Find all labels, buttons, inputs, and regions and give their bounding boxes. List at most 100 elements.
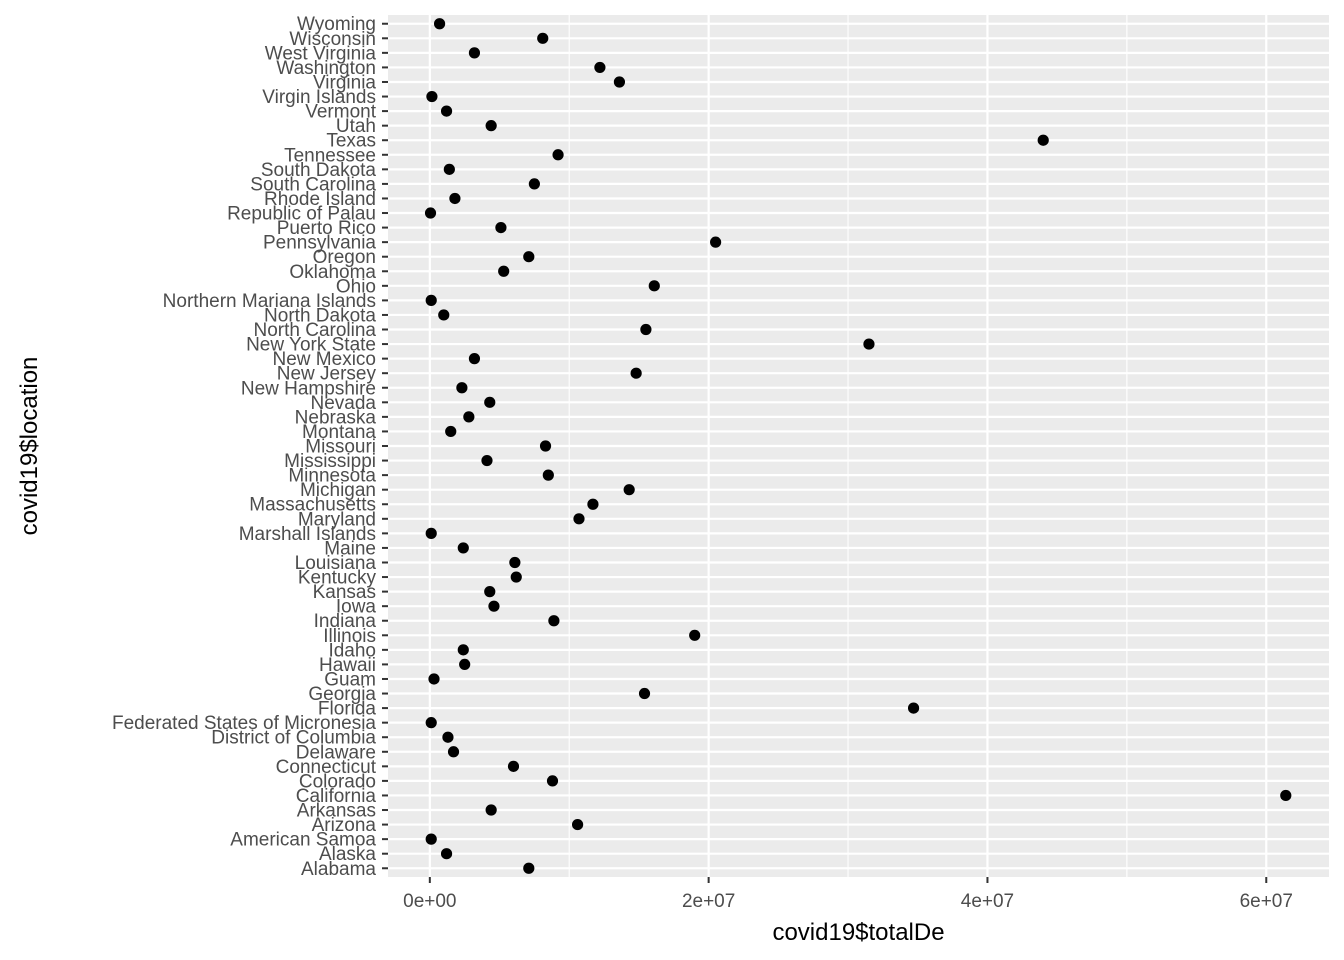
y-tick-label: Michigan (300, 480, 376, 501)
y-tick-label: Virgin Islands (262, 87, 376, 108)
y-tick-label: New Jersey (277, 364, 377, 385)
y-tick-label: Kansas (313, 582, 376, 603)
y-tick-label: Montana (302, 422, 376, 443)
y-tick-label: Nebraska (295, 407, 377, 428)
data-point (481, 454, 493, 467)
y-tick-label: Wyoming (297, 14, 376, 35)
data-point (443, 163, 455, 175)
data-point (484, 396, 496, 408)
y-tick-label: Indiana (314, 611, 377, 632)
data-point (424, 207, 437, 219)
data-point (587, 498, 599, 510)
x-tick-label: 0e+00 (403, 891, 456, 912)
y-tick-label: Massachusetts (249, 495, 376, 516)
data-point (509, 556, 521, 569)
y-tick-label: Ohio (336, 276, 376, 297)
y-tick-label: Colorado (299, 771, 376, 792)
y-tick-label: Maine (324, 538, 376, 559)
data-point (594, 61, 606, 74)
y-tick-label: Illinois (323, 626, 376, 647)
data-point (507, 760, 520, 772)
y-tick-label: Texas (326, 131, 376, 152)
data-point (907, 702, 920, 714)
y-tick-label: Minnesota (288, 466, 376, 487)
data-point (648, 280, 660, 292)
data-point (425, 717, 437, 729)
y-tick-label: Pennsylvania (263, 233, 376, 254)
grid-lines (388, 15, 1329, 877)
y-tick-label: South Dakota (261, 160, 377, 181)
y-tick-label: Marshall Islands (239, 524, 376, 545)
y-tick-label: Rhode Island (264, 189, 376, 210)
y-tick-label: Missouri (305, 437, 376, 458)
data-point (468, 47, 481, 59)
data-point (457, 644, 469, 656)
y-tick-label: Idaho (328, 640, 376, 661)
data-point (425, 294, 437, 306)
data-point (433, 18, 446, 30)
data-point (449, 192, 461, 205)
y-tick-label: Georgia (308, 684, 376, 705)
data-point (710, 236, 722, 248)
data-point (456, 382, 468, 394)
y-tick-label: Delaware (296, 742, 376, 763)
data-point (459, 658, 471, 671)
data-point (640, 323, 652, 336)
data-point (488, 600, 500, 612)
y-tick-label: Oregon (313, 247, 376, 268)
data-point (428, 673, 440, 685)
data-point (485, 804, 497, 816)
data-point (523, 862, 535, 874)
x-axis: 0e+00 2e+07 4e+07 6e+07 (403, 877, 1293, 912)
y-tick-label: New York State (246, 335, 376, 356)
y-tick-label: Florida (318, 699, 377, 720)
data-point (468, 353, 481, 365)
data-point (425, 527, 437, 539)
y-tick-label: Puerto Rico (277, 218, 376, 239)
data-point (498, 265, 510, 277)
data-point (484, 586, 496, 598)
data-point (440, 105, 453, 117)
data-point (552, 149, 564, 161)
y-tick-label: Utah (336, 116, 376, 137)
data-point (528, 178, 540, 190)
data-point (546, 775, 559, 787)
y-tick-label: Tennessee (284, 145, 376, 166)
y-tick-label: Republic of Palau (227, 204, 376, 225)
y-tick-label: Nevada (311, 393, 377, 414)
y-tick-label: North Dakota (264, 305, 376, 326)
data-point (571, 818, 584, 831)
y-tick-label: Maryland (298, 509, 376, 530)
y-tick-label: Mississippi (284, 451, 376, 472)
y-tick-label: New Hampshire (241, 378, 376, 399)
y-tick-label: Hawaii (319, 655, 376, 676)
data-point (638, 687, 651, 700)
data-point (630, 367, 642, 379)
data-point (623, 484, 635, 496)
data-point (440, 848, 453, 860)
data-point (425, 833, 437, 845)
data-point (445, 425, 457, 438)
y-tick-label: South Carolina (250, 174, 376, 195)
x-tick-label: 6e+07 (1240, 891, 1293, 912)
data-point (463, 411, 475, 423)
y-tick-label: Kentucky (298, 568, 377, 589)
y-tick-label: New Mexico (273, 349, 376, 370)
data-point (537, 32, 549, 44)
y-tick-label: American Samoa (230, 830, 376, 851)
data-point (485, 120, 497, 132)
y-tick-label: Federated States of Micronesia (112, 713, 376, 734)
y-tick-label: Wisconsin (289, 29, 376, 50)
data-point (442, 731, 454, 743)
y-tick-label: Virginia (313, 72, 376, 93)
data-point (495, 221, 507, 234)
y-tick-label: Guam (324, 669, 376, 690)
y-tick-label: Connecticut (276, 757, 377, 778)
data-point (457, 542, 469, 554)
y-tick-label: Northern Mariana Islands (163, 291, 376, 312)
data-point (539, 440, 552, 452)
y-tick-label: Louisiana (295, 553, 377, 574)
x-tick-label: 4e+07 (961, 891, 1014, 912)
